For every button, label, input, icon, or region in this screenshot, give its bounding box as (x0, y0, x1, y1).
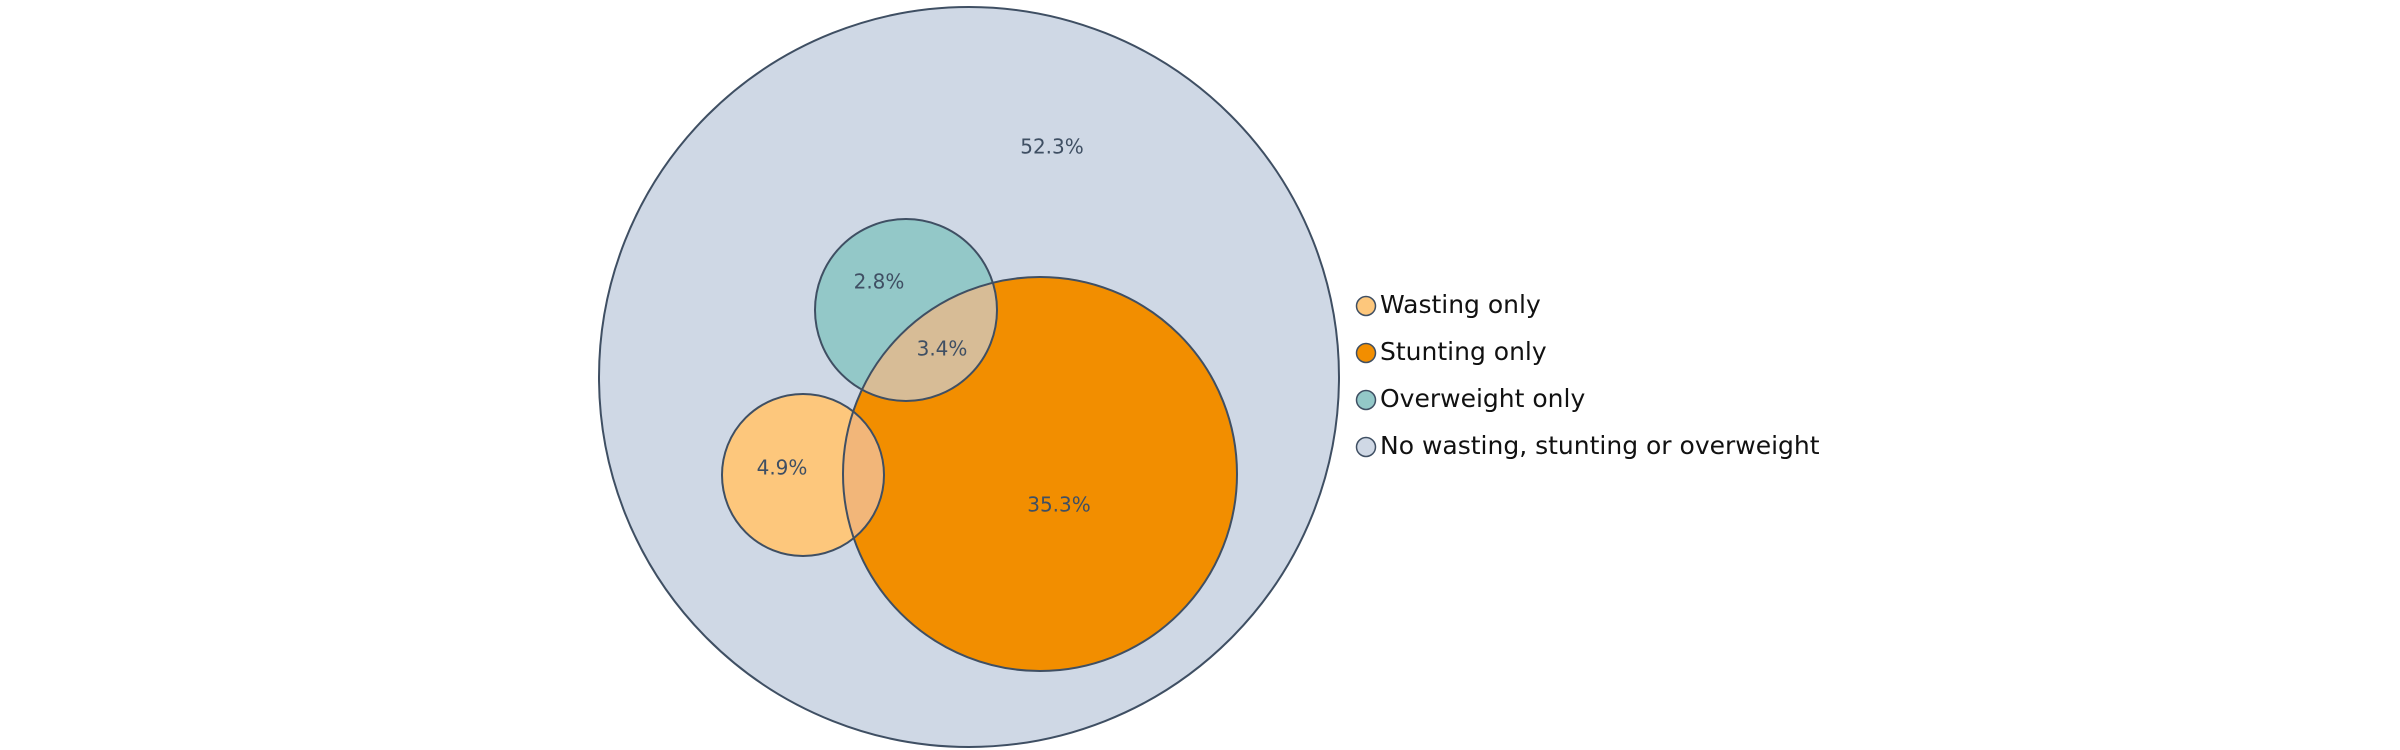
circle-outline-wasting (721, 393, 885, 557)
legend-marker-icon (1355, 342, 1377, 364)
circles-layer (598, 6, 1340, 748)
circle-outline-stunting (842, 276, 1238, 672)
legend-marker-icon (1355, 436, 1377, 458)
region-labels-layer: 52.3% 2.8% 3.4% 4.9% 35.3% (757, 135, 1091, 517)
legend-item: Wasting only (1355, 290, 1541, 319)
legend-marker-icon (1355, 389, 1377, 411)
legend-label: Wasting only (1380, 290, 1541, 319)
legend-label: No wasting, stunting or overweight (1380, 431, 1820, 460)
circle-outline-overweight (814, 218, 998, 402)
circle-outline-none (598, 6, 1340, 748)
region-label-none: 52.3% (1020, 135, 1084, 159)
legend-label: Stunting only (1380, 337, 1547, 366)
region-label-wasting: 4.9% (757, 456, 808, 480)
legend-item: No wasting, stunting or overweight (1355, 431, 1820, 460)
legend-marker-icon (1355, 295, 1377, 317)
legend-item: Overweight only (1355, 384, 1585, 413)
legend: Wasting only Stunting only Overweight only… (1355, 290, 1820, 460)
region-label-stunting: 35.3% (1027, 493, 1091, 517)
region-label-overweight-stunting: 3.4% (917, 337, 968, 361)
legend-label: Overweight only (1380, 384, 1585, 413)
legend-item: Stunting only (1355, 337, 1547, 366)
circle-wasting (722, 394, 884, 556)
region-label-overweight: 2.8% (854, 270, 905, 294)
